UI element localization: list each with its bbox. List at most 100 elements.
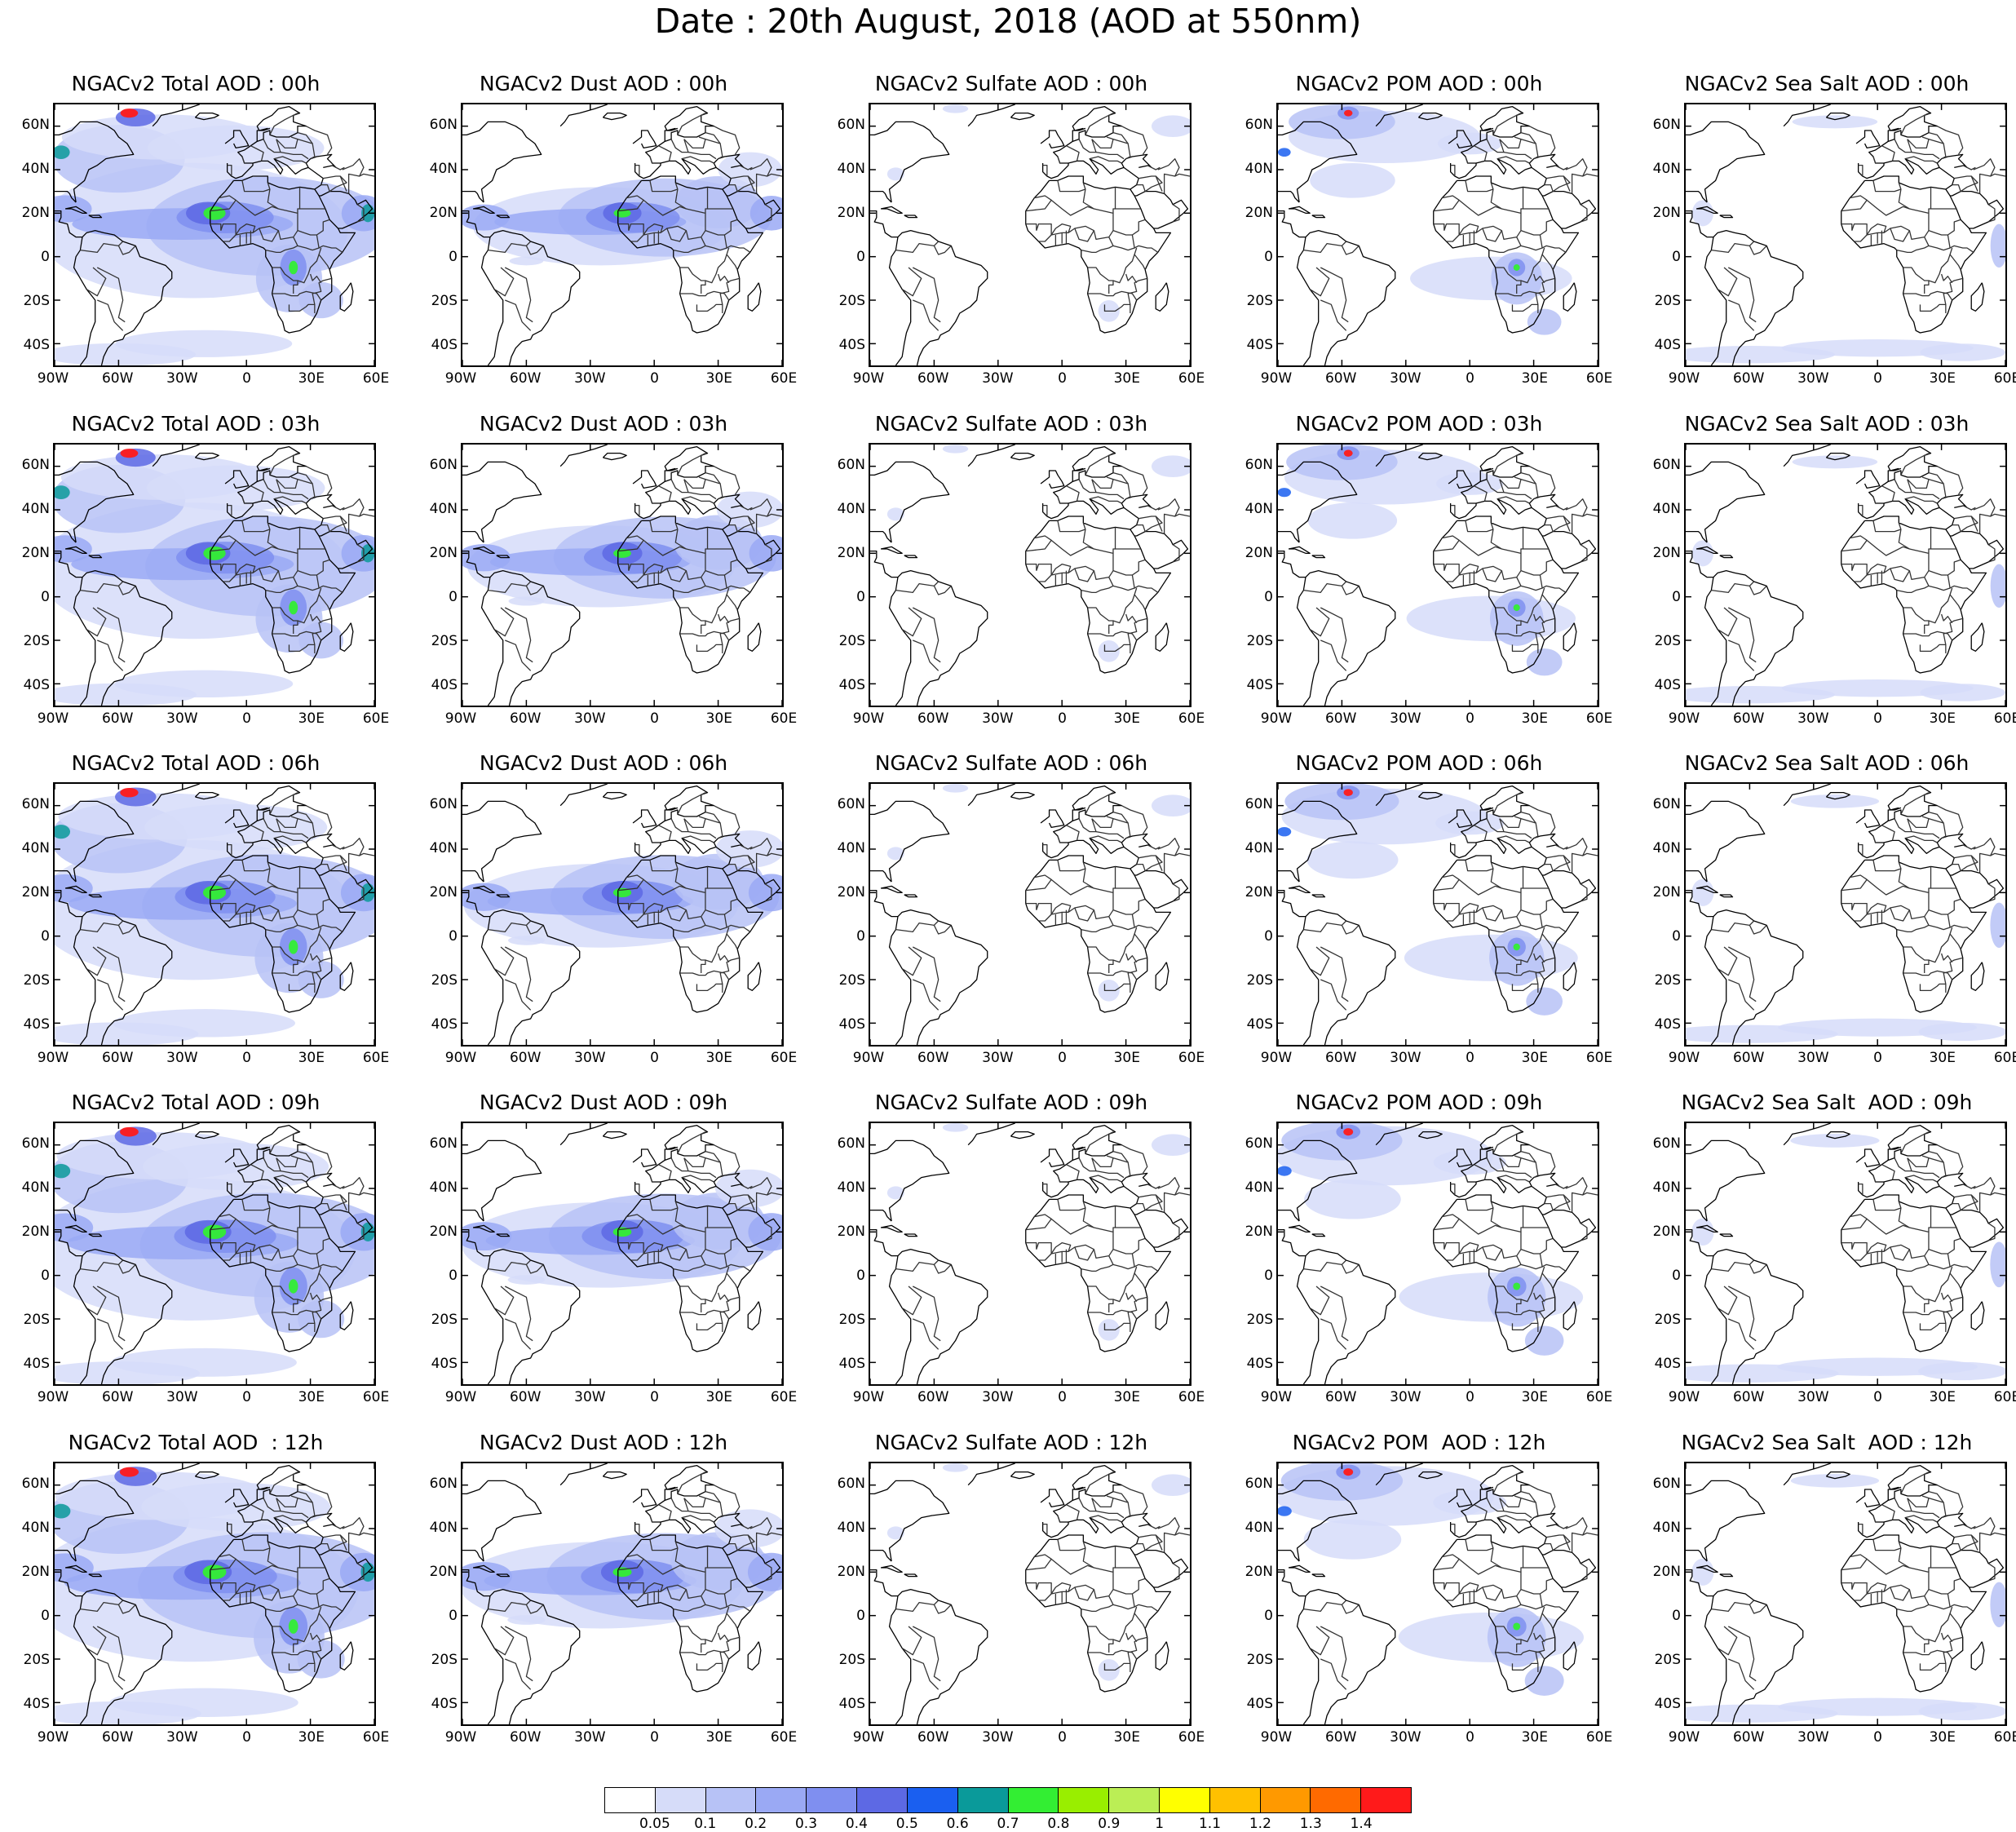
map-frame (1276, 103, 1599, 367)
aod-plume (1286, 445, 1398, 480)
lon-tick-label: 60W (101, 1050, 134, 1066)
colorbar-cell (705, 1788, 757, 1812)
lon-tick-label: 60E (1993, 1050, 2016, 1066)
lon-tick-label: 60E (1993, 1389, 2016, 1405)
lon-tick-label: 0 (1873, 1050, 1882, 1066)
lat-tick-label: 40N (1245, 1520, 1273, 1536)
aod-plume (55, 535, 92, 563)
map-svg (55, 445, 374, 706)
lon-tick-label: 30E (705, 1389, 732, 1405)
aod-plume (115, 330, 293, 357)
lat-tick-label: 60N (1245, 117, 1273, 133)
lon-tick-label: 30E (1113, 710, 1140, 727)
lon-tick-label: 90W (37, 1729, 69, 1746)
lat-tick-label: 0 (1264, 928, 1273, 945)
lon-tick-label: 60W (509, 370, 542, 387)
colorbar-level-label: 0.2 (745, 1816, 767, 1832)
lon-tick-label: 60E (362, 1729, 390, 1746)
panel-seasalt-row-0: NGACv2 Sea Salt AOD : 00h 60N 40N 20N 0 20S 40… (1635, 72, 2016, 406)
lat-tick-label: 20S (1246, 972, 1273, 989)
aod-plume (886, 847, 904, 861)
lon-tick-label: 30W (166, 370, 198, 387)
lon-tick-label: 30W (982, 710, 1014, 727)
aod-plume (1524, 1666, 1564, 1696)
map-frame (869, 782, 1191, 1047)
aod-plume (1513, 1622, 1521, 1631)
map-frame (1684, 1462, 2007, 1726)
lat-tick-label: 60N (21, 117, 50, 133)
lat-tick-label: 20S (431, 1312, 458, 1328)
panel-title: NGACv2 Sulfate AOD : 06h (874, 751, 1148, 775)
lon-tick-label: 30E (1521, 370, 1548, 387)
map-frame (869, 1122, 1191, 1386)
lat-tick-label: 40S (838, 1696, 865, 1712)
aod-plume (1151, 115, 1190, 137)
lat-tick-label: 0 (1264, 589, 1273, 605)
aod-plume (120, 787, 139, 798)
lat-tick-label: 20S (1246, 293, 1273, 309)
lon-tick-label: 30E (705, 1050, 732, 1066)
lat-tick-label: 40N (429, 1520, 458, 1536)
panel-seasalt-row-3: NGACv2 Sea Salt AOD : 09h 60N 40N 20N 0 20S 40… (1635, 1091, 2016, 1425)
map-svg (870, 784, 1190, 1045)
colorbar-level-label: 0.1 (694, 1816, 717, 1832)
panel-title: NGACv2 Total AOD : 09h (71, 1091, 321, 1114)
aod-plume (1524, 1325, 1564, 1356)
panel-title: NGACv2 Sulfate AOD : 12h (874, 1431, 1148, 1454)
lat-tick-label: 0 (1672, 928, 1681, 945)
lon-tick-label: 60E (1585, 370, 1613, 387)
lat-tick-label: 20N (1652, 884, 1681, 901)
lon-tick-label: 60E (1178, 1389, 1205, 1405)
aod-plume (1527, 308, 1562, 335)
aod-plume (203, 206, 226, 220)
panel-pom-row-3: NGACv2 POM AOD : 09h 60N 40N 20N 0 20S 40S 90W 6… (1227, 1091, 1613, 1425)
lon-tick-label: 30W (1390, 710, 1421, 727)
lat-tick-label: 40N (21, 501, 50, 517)
aod-plume (1306, 841, 1399, 879)
lon-tick-label: 30W (1390, 370, 1421, 387)
lon-tick-label: 0 (1466, 1050, 1474, 1066)
lat-tick-label: 60N (837, 796, 865, 812)
aod-plume (886, 167, 904, 181)
lon-tick-label: 0 (1058, 710, 1067, 727)
lat-tick-label: 40N (1652, 1520, 1681, 1536)
lat-tick-label: 20S (838, 1312, 865, 1328)
lon-tick-label: 0 (1058, 1729, 1067, 1746)
map-svg (462, 104, 782, 365)
panel-dust-row-2: NGACv2 Dust AOD : 06h 60N 40N 20N 0 20S 40S 90W… (412, 751, 798, 1086)
aod-plume (942, 445, 969, 454)
lat-tick-label: 40S (431, 677, 458, 693)
map-frame (461, 782, 784, 1047)
panel-title: NGACv2 POM AOD : 06h (1295, 751, 1543, 775)
map-svg (1686, 445, 2005, 706)
aod-plume (55, 145, 70, 159)
lat-tick-label: 60N (1245, 457, 1273, 473)
lat-tick-label: 40S (1246, 1016, 1273, 1033)
aod-plume (109, 1688, 298, 1718)
aod-plume (508, 596, 545, 606)
lon-tick-label: 90W (1668, 370, 1700, 387)
panel-title: NGACv2 Sulfate AOD : 03h (874, 412, 1148, 436)
colorbar-cell (957, 1788, 1009, 1812)
aod-plume (1790, 1474, 1880, 1488)
lat-tick-label: 20S (23, 1652, 50, 1668)
panel-title: NGACv2 Total AOD : 03h (71, 412, 321, 436)
aod-plume (288, 1279, 298, 1294)
panel-sulfate-row-1: NGACv2 Sulfate AOD : 03h 60N 40N 20N 0 20S 40S… (820, 412, 1205, 746)
lat-tick-label: 60N (1652, 1135, 1681, 1152)
lat-tick-label: 20S (23, 1312, 50, 1328)
lon-tick-label: 60E (770, 1050, 798, 1066)
map-frame (869, 443, 1191, 707)
panel-title: NGACv2 Sulfate AOD : 00h (874, 72, 1148, 95)
lat-tick-label: 20S (431, 972, 458, 989)
lat-tick-label: 40S (838, 1016, 865, 1033)
lat-tick-label: 20S (838, 972, 865, 989)
lat-tick-label: 20N (21, 1224, 50, 1240)
aod-plume (942, 1123, 969, 1132)
lon-tick-label: 30E (1521, 1389, 1548, 1405)
lat-tick-label: 60N (1245, 1476, 1273, 1492)
aod-plume (289, 600, 298, 615)
aod-plume (341, 535, 374, 572)
lon-tick-label: 60W (917, 370, 949, 387)
lon-tick-label: 30E (1929, 370, 1956, 387)
